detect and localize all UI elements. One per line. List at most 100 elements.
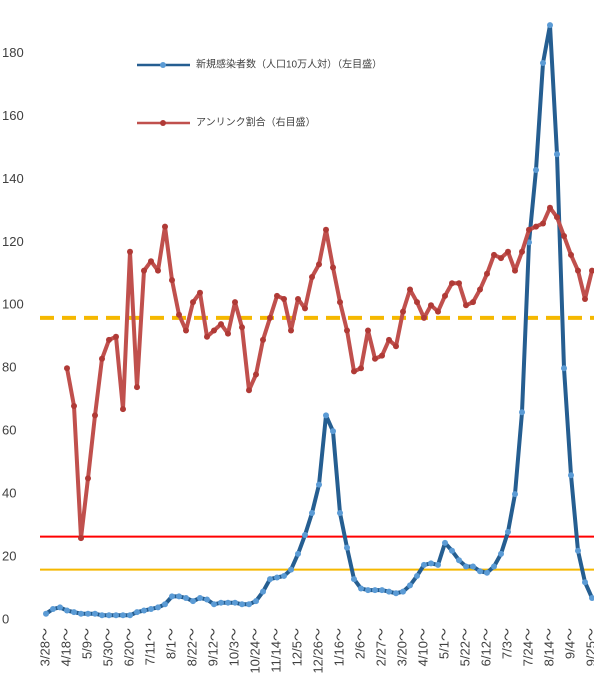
data-point [449, 547, 455, 554]
data-point [225, 599, 231, 606]
data-point [386, 588, 392, 595]
data-point [428, 560, 434, 567]
data-point [253, 598, 259, 605]
y-tick-label: 120 [2, 234, 24, 249]
x-tick-label: 6/20～ [121, 628, 136, 666]
data-point [148, 258, 154, 265]
data-point [330, 264, 336, 271]
data-point [246, 601, 252, 608]
legend-label: アンリンク割合（右目盛） [196, 116, 316, 129]
data-point [358, 585, 364, 592]
data-point [260, 588, 266, 595]
legend-marker [160, 120, 166, 126]
data-point [99, 355, 105, 362]
x-tick-label: 8/22～ [184, 628, 199, 666]
data-point [169, 593, 175, 600]
data-point [547, 204, 553, 211]
data-point [512, 267, 518, 274]
data-point [407, 286, 413, 293]
data-point [449, 280, 455, 287]
data-point [302, 532, 308, 539]
data-point [421, 314, 427, 321]
data-point [176, 593, 182, 600]
y-tick-label: 40 [2, 486, 16, 501]
legend-marker [160, 62, 166, 68]
data-point [225, 330, 231, 337]
data-point [456, 280, 462, 287]
data-point [477, 286, 483, 293]
data-point [162, 601, 168, 608]
data-point [414, 572, 420, 579]
data-point [218, 599, 224, 606]
data-point [561, 365, 567, 372]
data-point [260, 336, 266, 343]
data-point [414, 299, 420, 306]
y-tick-label: 20 [2, 548, 16, 563]
data-point [71, 402, 77, 409]
data-point [582, 295, 588, 302]
x-tick-label: 5/1～ [436, 628, 451, 659]
x-tick-label: 3/20～ [394, 628, 409, 666]
data-point [386, 336, 392, 343]
data-point [120, 612, 126, 619]
y-tick-label: 160 [2, 108, 24, 123]
data-point [568, 251, 574, 258]
x-tick-label: 2/27～ [373, 628, 388, 666]
x-tick-label: 10/24～ [247, 628, 262, 674]
data-point [176, 311, 182, 318]
data-point [456, 557, 462, 564]
data-point [498, 550, 504, 557]
data-point [267, 314, 273, 321]
legend-label: 新規感染者数（人口10万人対）（左目盛） [196, 58, 382, 71]
data-point [113, 612, 119, 619]
data-point [379, 352, 385, 359]
data-point [477, 568, 483, 575]
data-point [547, 22, 553, 29]
data-point [288, 566, 294, 573]
data-point [407, 582, 413, 589]
data-point [337, 299, 343, 306]
data-point [78, 610, 84, 617]
data-point [568, 472, 574, 479]
data-point [575, 267, 581, 274]
data-point [50, 605, 56, 612]
data-point [393, 343, 399, 350]
data-point [323, 412, 329, 419]
data-point [575, 547, 581, 554]
data-point [211, 327, 217, 334]
data-point [435, 308, 441, 315]
data-point [92, 610, 98, 617]
data-point [484, 569, 490, 576]
data-point [127, 248, 133, 255]
data-point [64, 607, 70, 614]
data-point [344, 544, 350, 551]
x-tick-label: 6/12～ [478, 628, 493, 666]
data-point [106, 612, 112, 619]
data-point [491, 251, 497, 258]
data-point [113, 333, 119, 340]
data-point [127, 612, 133, 619]
data-point [288, 327, 294, 334]
data-point [295, 295, 301, 302]
x-tick-label: 5/9～ [79, 628, 94, 659]
data-point [491, 563, 497, 570]
x-tick-label: 12/26～ [310, 628, 325, 674]
data-point [435, 561, 441, 568]
data-point [379, 587, 385, 594]
data-point [155, 267, 161, 274]
data-point [505, 528, 511, 535]
x-tick-label: 11/14～ [268, 628, 283, 673]
data-point [589, 267, 594, 274]
x-tick-label: 5/30～ [100, 628, 115, 666]
data-point [85, 475, 91, 482]
data-point [442, 292, 448, 299]
data-point [239, 324, 245, 331]
data-point [141, 267, 147, 274]
data-point [92, 412, 98, 419]
data-point [533, 166, 539, 173]
data-point [463, 302, 469, 309]
data-point [239, 601, 245, 608]
data-point [106, 336, 112, 343]
data-point [582, 579, 588, 586]
data-point [148, 605, 154, 612]
